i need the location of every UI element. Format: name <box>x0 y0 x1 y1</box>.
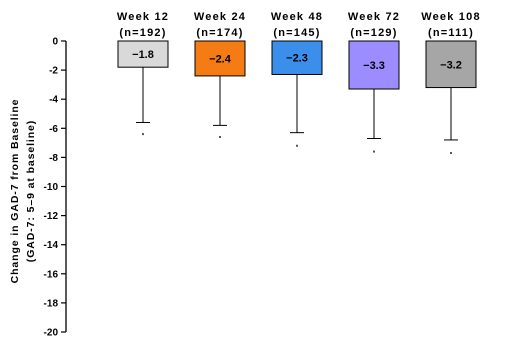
category-label: Week 108 <box>421 11 481 23</box>
y-tick-label: -2 <box>49 66 58 77</box>
column-headers: Week 12 (n=192) Week 24 (n=174) Week 48 (n=14… <box>117 11 481 39</box>
y-axis-title: Change in GAD-7 from Baseline (GAD-7: 5–9… <box>9 99 37 284</box>
y-tick-label: -6 <box>49 124 58 135</box>
y-axis: 0 -2 -4 -6 -8 -10 -12 -14 -16 -18 -20 <box>44 37 67 339</box>
n-label: (n=145) <box>273 27 320 39</box>
bars: −1.8 −2.4 −2.3 −3.3 −3.2 <box>117 40 477 155</box>
category-label: Week 48 <box>271 11 323 23</box>
outlier-marker <box>450 152 452 155</box>
y-tick-label: -16 <box>44 269 59 280</box>
value-label: −3.2 <box>440 59 462 71</box>
n-label: (n=111) <box>428 27 474 39</box>
y-axis-title-line-1: Change in GAD-7 from Baseline <box>9 99 21 284</box>
bar <box>117 40 169 68</box>
y-tick-label: -18 <box>44 298 59 309</box>
y-tick-label: -14 <box>44 240 59 251</box>
value-label: −2.4 <box>209 53 232 65</box>
n-label: (n=174) <box>196 27 243 39</box>
y-tick-label: 0 <box>52 37 58 48</box>
bar <box>194 40 246 77</box>
category-label: Week 24 <box>194 11 246 23</box>
y-tick-label: -10 <box>44 182 59 193</box>
n-label: (n=192) <box>119 27 166 39</box>
outlier-marker <box>219 136 221 139</box>
y-tick-label: -8 <box>49 153 58 164</box>
n-label: (n=129) <box>350 27 397 39</box>
category-label: Week 12 <box>117 11 169 23</box>
y-axis-title-line-2: (GAD-7: 5–9 at baseline) <box>25 120 37 262</box>
y-tick-label: -12 <box>44 211 59 222</box>
y-tick-label: -4 <box>49 95 58 106</box>
outlier-marker <box>373 150 375 153</box>
bar <box>348 40 400 90</box>
bar <box>425 40 477 89</box>
value-label: −1.8 <box>132 49 154 61</box>
value-label: −2.3 <box>286 53 308 65</box>
value-label: −3.3 <box>363 60 385 72</box>
y-tick-label: -20 <box>44 328 59 339</box>
outlier-marker <box>296 144 298 147</box>
outlier-marker <box>142 133 144 136</box>
category-label: Week 72 <box>348 11 400 23</box>
